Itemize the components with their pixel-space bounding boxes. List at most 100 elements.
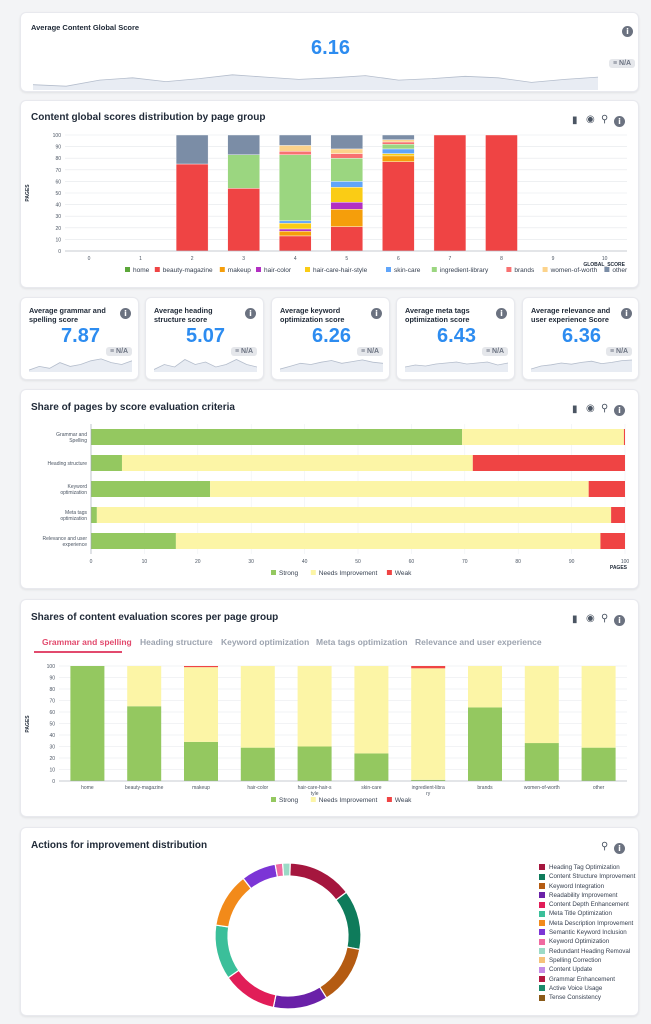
bar-segment (330, 187, 363, 203)
bar-chart-icon[interactable]: ▮ (572, 614, 578, 625)
metric-card-grammar: Average grammar and spelling score i 7.87… (20, 297, 139, 380)
eye-icon[interactable]: ◉ (586, 613, 595, 624)
eye-icon[interactable]: ◉ (586, 114, 595, 125)
bar-segment (175, 533, 601, 549)
x-tick-label: 9 (552, 256, 555, 262)
bar-segment (472, 455, 625, 471)
legend-item[interactable]: Readability Improvement (539, 891, 635, 900)
donut-slice (272, 986, 328, 1010)
y-axis-title: PAGES (25, 715, 31, 733)
metric-sparkline (29, 358, 132, 372)
legend-swatch (539, 948, 545, 955)
x-tick-label: 100 (621, 559, 630, 565)
legend-swatch (125, 267, 130, 272)
legend-item[interactable]: Redundant Heading Removal (539, 947, 635, 956)
x-tick-label: brands (477, 785, 493, 791)
legend-item[interactable]: Heading Tag Optimization (539, 863, 635, 872)
legend-swatch (256, 267, 261, 272)
bar-segment (382, 148, 415, 154)
legend-item[interactable]: Meta Description Improvement (539, 919, 635, 928)
bar-segment (382, 141, 415, 145)
bar-segment (382, 134, 415, 140)
info-icon[interactable]: i (621, 308, 632, 319)
metric-badge: ≡ N/A (357, 347, 384, 356)
x-tick-label: ry (426, 791, 431, 797)
tab-meta[interactable]: Meta tags optimization (316, 637, 408, 647)
info-icon[interactable]: i (371, 308, 382, 319)
legend-swatch (271, 570, 276, 575)
metric-value: 6.43 (437, 325, 476, 347)
legend-label: hair-color (264, 267, 292, 274)
legend-swatch (219, 267, 225, 272)
metric-value: 7.87 (61, 325, 100, 347)
tab-relevance[interactable]: Relevance and user experience (415, 637, 542, 647)
zoom-icon[interactable]: ⚲ (601, 613, 609, 624)
info-icon[interactable]: i (614, 615, 625, 626)
legend-label: beauty-magazine (163, 267, 213, 274)
metric-value: 5.07 (186, 325, 225, 347)
bar-segment (354, 666, 389, 754)
bar-chart-icon[interactable]: ▮ (572, 404, 578, 415)
metric-title: Average relevance and user experience Sco… (531, 306, 611, 324)
info-icon[interactable]: i (496, 308, 507, 319)
bar-segment (91, 533, 176, 549)
x-tick-label: hair-care-hair-s (298, 785, 332, 791)
bar-segment (91, 455, 122, 471)
info-icon[interactable]: i (614, 405, 625, 416)
legend-item[interactable]: Keyword Optimization (539, 937, 635, 946)
legend-item[interactable]: Tense Consistency (539, 993, 635, 1002)
sparkline-line (29, 358, 132, 371)
info-icon[interactable]: i (120, 308, 131, 319)
zoom-icon[interactable]: ⚲ (601, 841, 609, 852)
legend-item[interactable]: Content Update (539, 965, 635, 974)
zoom-icon[interactable]: ⚲ (601, 403, 609, 414)
x-tick-label: 50 (355, 559, 361, 565)
metric-badge: ≡ N/A (231, 347, 258, 356)
metric-card-heading: Average heading structure score i 5.07 ≡ … (145, 297, 264, 380)
legend-label: Weak (395, 570, 412, 577)
legend-item[interactable]: Keyword Integration (539, 882, 635, 891)
bar-segment (330, 202, 363, 210)
donut-slice (215, 877, 253, 928)
sparkline-area (29, 358, 132, 372)
bar-segment (354, 753, 389, 781)
y-tick-label: 100 (53, 133, 62, 139)
legend-label: women-of-worth (550, 267, 598, 274)
x-tick-label: 7 (449, 256, 452, 262)
x-tick-label: 0 (90, 559, 93, 565)
bar-chart-icon[interactable]: ▮ (572, 115, 578, 126)
bar-segment (411, 668, 446, 780)
legend-swatch (539, 920, 545, 927)
info-icon[interactable]: i (614, 843, 625, 854)
tab-heading[interactable]: Heading structure (140, 637, 213, 647)
y-tick-label: 0 (52, 779, 55, 785)
bar-segment (623, 429, 625, 445)
info-icon[interactable]: i (245, 308, 256, 319)
legend-item[interactable]: Content Depth Enhancement (539, 900, 635, 909)
y-tick-label: 70 (49, 699, 55, 705)
bar-segment (121, 455, 473, 471)
bar-segment (433, 134, 467, 252)
legend-item[interactable]: Grammar Enhancement (539, 975, 635, 984)
info-icon[interactable]: i (622, 26, 633, 37)
tab-grammar[interactable]: Grammar and spelling (42, 637, 132, 647)
bar-segment (184, 741, 218, 781)
eye-icon[interactable]: ◉ (586, 403, 595, 414)
zoom-icon[interactable]: ⚲ (601, 114, 609, 125)
share-criteria-title: Share of pages by score evaluation crite… (31, 402, 235, 413)
legend-item[interactable]: Active Voice Usage (539, 984, 635, 993)
y-tick-label: Meta tags (65, 510, 87, 516)
x-tick-label: beauty-magazine (125, 785, 164, 791)
legend-item[interactable]: Content Structure Improvement (539, 872, 635, 881)
legend-item[interactable]: Semantic Keyword Inclusion (539, 928, 635, 937)
legend-item[interactable]: Spelling Correction (539, 956, 635, 965)
legend-swatch (539, 938, 545, 945)
tab-keyword[interactable]: Keyword optimization (221, 637, 310, 647)
distribution-card: Content global scores distribution by pa… (20, 100, 639, 288)
legend-item[interactable]: Meta Title Optimization (539, 909, 635, 918)
bar-segment (524, 666, 559, 744)
legend-swatch (386, 570, 392, 575)
x-axis-title: PAGES (610, 565, 628, 571)
info-icon[interactable]: i (614, 116, 625, 127)
bar-segment (210, 481, 589, 497)
